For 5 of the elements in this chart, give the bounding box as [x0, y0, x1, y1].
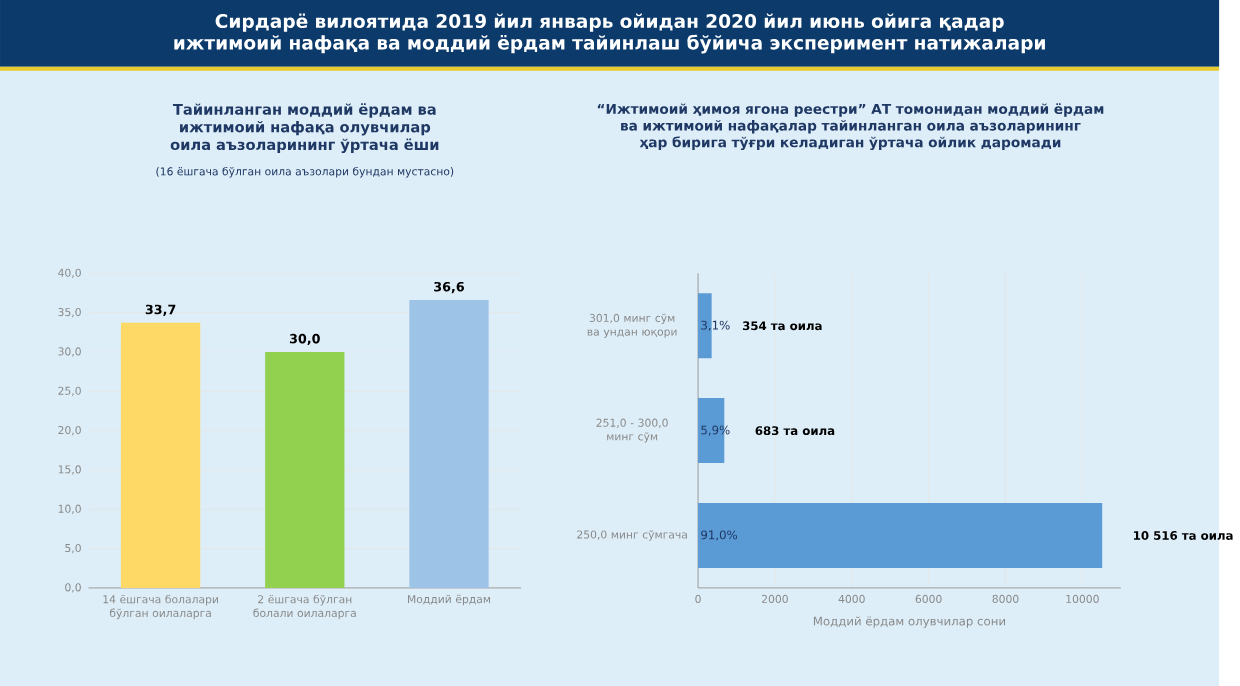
- text: Сирдарё вилоятида 2019 йил январь ойидан 2020 йил июнь ойига қадар ижтимоий нафақа ва моддий ёрдам тайинлаш бўйича эксперимент натижалари: [174, 13, 1045, 54]
- bar: [265, 351, 345, 588]
- bar: [698, 502, 1103, 568]
- bar: [120, 322, 201, 588]
- bar: [409, 299, 489, 588]
